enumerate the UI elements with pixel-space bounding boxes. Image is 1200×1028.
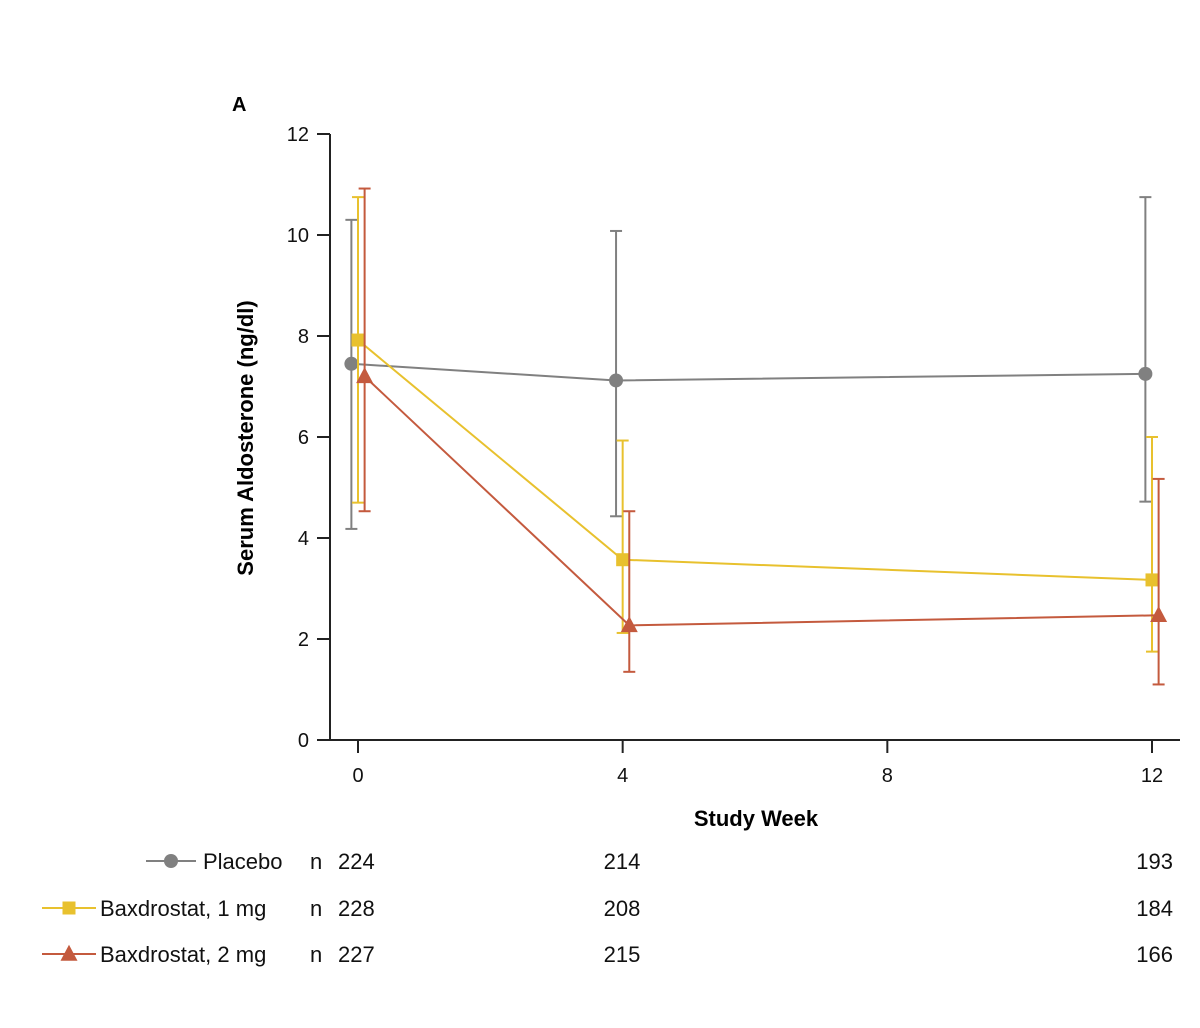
legend-table: Placebo n 224 214 193 Baxdrostat, 1 mg n 228 208… xyxy=(42,849,1173,967)
y-tick-label: 12 xyxy=(287,124,309,146)
x-axis-label: Study Week xyxy=(694,806,819,831)
error-bar xyxy=(358,187,371,513)
series-layer xyxy=(344,187,1168,686)
data-point xyxy=(609,373,624,388)
legend-row-1: Placebo n 224 214 193 xyxy=(146,849,1173,874)
x-tick-label: 12 xyxy=(1141,765,1163,787)
x-tick-label: 0 xyxy=(352,765,363,787)
series-line xyxy=(363,375,1159,627)
data-point xyxy=(1138,366,1153,381)
n-count: 227 xyxy=(338,942,375,967)
n-count: 166 xyxy=(1136,942,1173,967)
legend-marker xyxy=(164,854,178,868)
x-tick-label: 4 xyxy=(617,765,628,787)
series-3 xyxy=(356,187,1168,686)
n-count: 224 xyxy=(338,849,375,874)
data-point xyxy=(1150,605,1168,623)
y-axis-label: Serum Aldosterone (ng/dl) xyxy=(233,300,258,575)
y-tick-label: 6 xyxy=(298,427,309,449)
y-tick-label: 4 xyxy=(298,528,309,550)
n-count: 214 xyxy=(604,849,641,874)
n-count: 228 xyxy=(338,896,375,921)
error-bar xyxy=(352,196,364,504)
legend-label: Baxdrostat, 1 mg xyxy=(100,896,266,921)
series-line xyxy=(351,362,1146,382)
legend-row-2: Baxdrostat, 1 mg n 228 208 184 xyxy=(42,896,1173,921)
n-count: 193 xyxy=(1136,849,1173,874)
y-tick-label: 10 xyxy=(287,225,309,247)
error-bar xyxy=(345,218,358,530)
error-bar xyxy=(616,439,629,634)
series-2 xyxy=(351,196,1159,653)
legend-label: Baxdrostat, 2 mg xyxy=(100,942,266,967)
legend-row-3: Baxdrostat, 2 mg n 227 215 166 xyxy=(42,942,1173,967)
data-point xyxy=(1145,573,1159,587)
n-label: n xyxy=(310,849,322,874)
error-bar xyxy=(1152,477,1165,686)
n-label: n xyxy=(310,896,322,921)
error-bar xyxy=(1139,196,1152,503)
panel-label: A xyxy=(232,94,246,116)
axes: 0 2 4 6 8 10 12 0 4 8 12 xyxy=(287,124,1180,787)
y-tick-label: 8 xyxy=(298,326,309,348)
data-point xyxy=(620,616,638,633)
error-bar xyxy=(623,510,636,673)
data-point xyxy=(616,553,630,567)
data-point xyxy=(351,333,365,347)
data-point xyxy=(344,356,359,371)
n-count: 184 xyxy=(1136,896,1173,921)
x-tick-label: 8 xyxy=(882,765,893,787)
n-count: 208 xyxy=(604,896,641,921)
legend-marker xyxy=(62,901,76,915)
y-tick-label: 2 xyxy=(298,629,309,651)
legend-label: Placebo xyxy=(203,849,283,874)
series-1 xyxy=(344,196,1153,530)
n-count: 215 xyxy=(604,942,641,967)
y-tick-label: 0 xyxy=(298,730,309,752)
data-point xyxy=(356,367,374,384)
n-label: n xyxy=(310,942,322,967)
legend-marker xyxy=(60,944,78,961)
